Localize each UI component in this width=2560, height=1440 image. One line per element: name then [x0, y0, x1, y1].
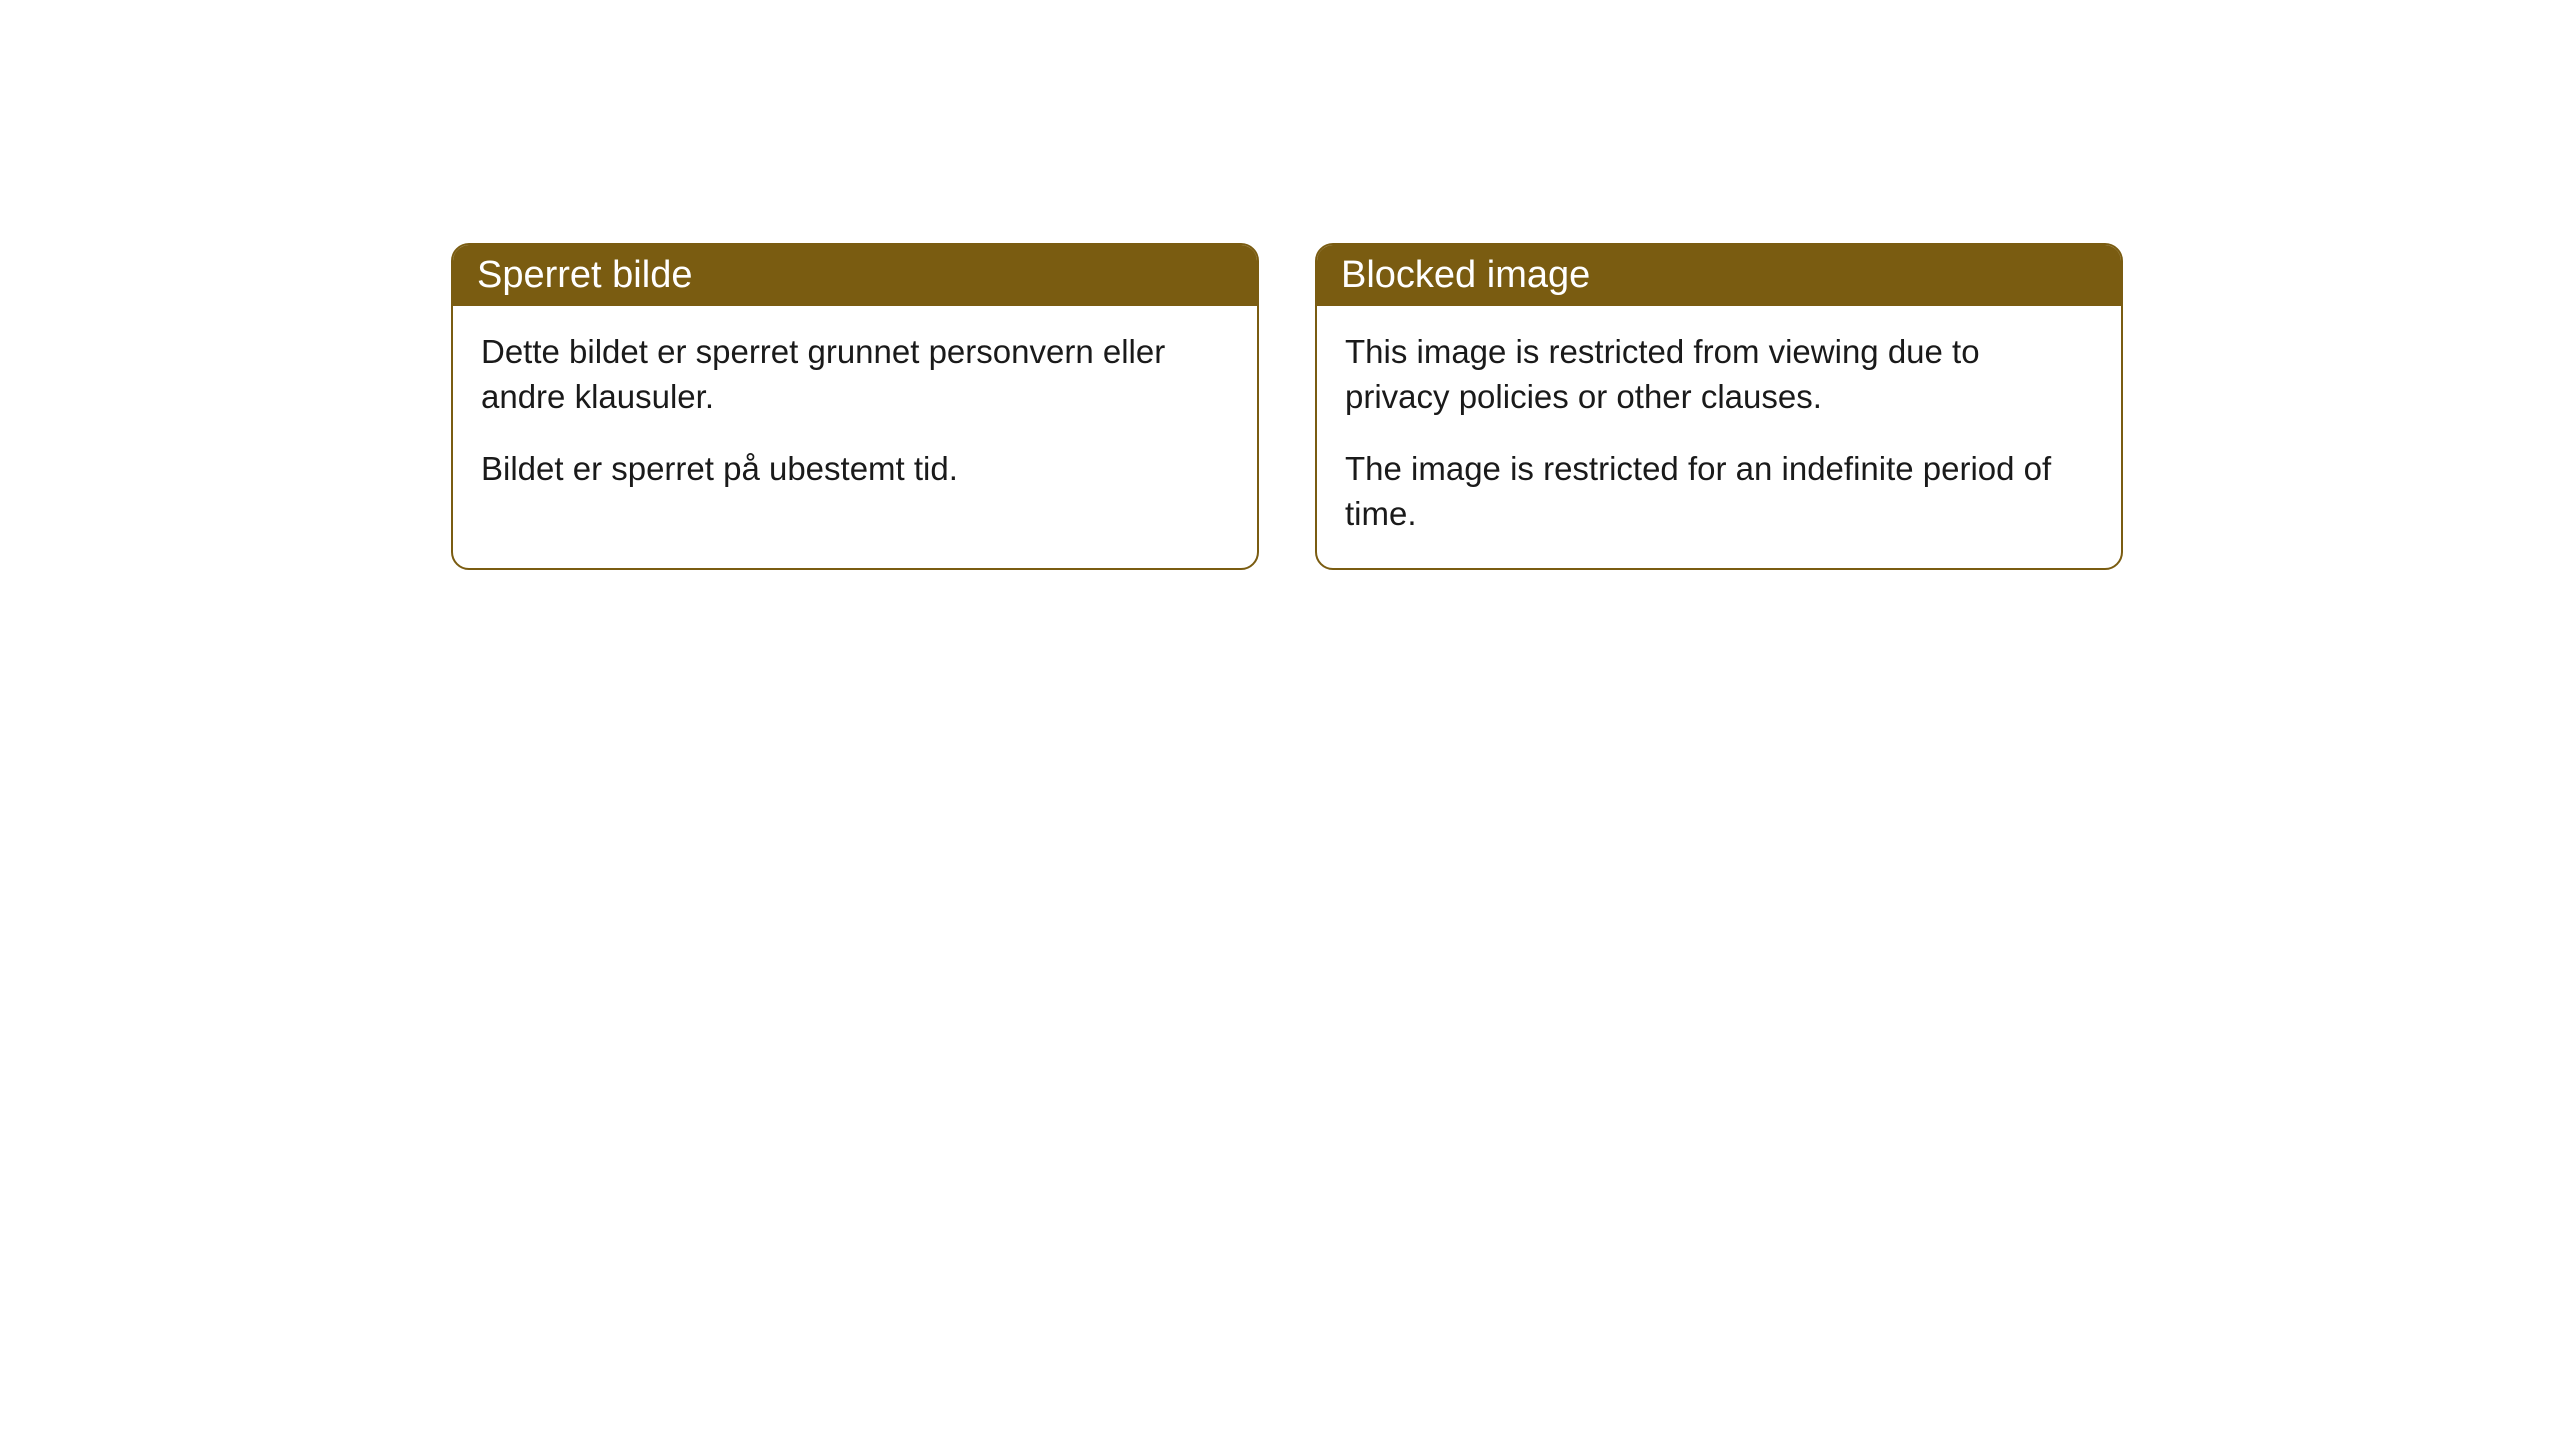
card-text-no-2: Bildet er sperret på ubestemt tid.: [481, 447, 1229, 492]
card-title-en: Blocked image: [1341, 254, 1590, 296]
card-text-no-1: Dette bildet er sperret grunnet personve…: [481, 330, 1229, 419]
card-body-en: This image is restricted from viewing du…: [1317, 306, 2121, 568]
blocked-image-card-en: Blocked image This image is restricted f…: [1315, 243, 2123, 570]
card-header-en: Blocked image: [1317, 245, 2121, 306]
card-header-no: Sperret bilde: [453, 245, 1257, 306]
card-body-no: Dette bildet er sperret grunnet personve…: [453, 306, 1257, 524]
blocked-image-card-no: Sperret bilde Dette bildet er sperret gr…: [451, 243, 1259, 570]
card-text-en-2: The image is restricted for an indefinit…: [1345, 447, 2093, 536]
cards-container: Sperret bilde Dette bildet er sperret gr…: [0, 0, 2560, 570]
card-text-en-1: This image is restricted from viewing du…: [1345, 330, 2093, 419]
card-title-no: Sperret bilde: [477, 254, 692, 296]
